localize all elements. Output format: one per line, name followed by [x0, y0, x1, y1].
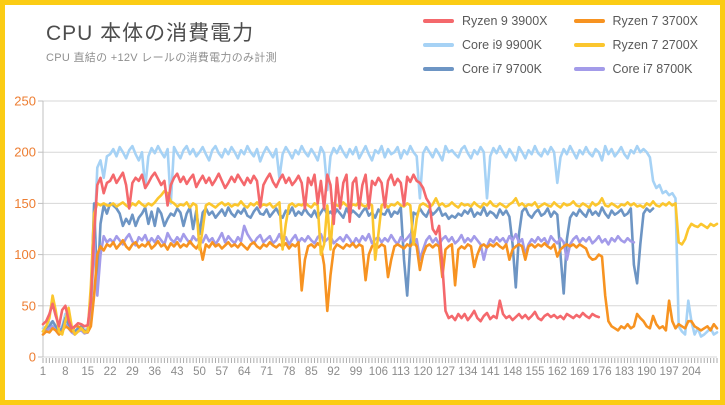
svg-text:29: 29 [126, 366, 139, 378]
svg-text:183: 183 [615, 366, 634, 378]
legend-item-ryzen9-3900x: Ryzen 9 3900X [423, 14, 548, 28]
svg-text:43: 43 [171, 366, 184, 378]
legend-label: Ryzen 7 2700X [612, 38, 698, 52]
legend-item-ryzen7-2700x: Ryzen 7 2700X [573, 38, 698, 52]
chart-title: CPU 本体の消費電力 [46, 22, 255, 45]
svg-text:15: 15 [81, 366, 94, 378]
legend-label: Ryzen 9 3900X [462, 14, 548, 28]
svg-text:162: 162 [548, 366, 567, 378]
svg-text:106: 106 [369, 366, 388, 378]
svg-text:1: 1 [40, 366, 46, 378]
legend-swatch-icon [573, 19, 605, 23]
svg-text:99: 99 [350, 366, 363, 378]
svg-text:190: 190 [637, 366, 656, 378]
legend-label: Ryzen 7 3700X [612, 14, 698, 28]
legend: Ryzen 9 3900X Ryzen 7 3700X Core i9 9900… [423, 14, 698, 76]
legend-item-core-i9-9900k: Core i9 9900K [423, 38, 547, 52]
svg-text:22: 22 [104, 366, 117, 378]
legend-item-ryzen7-3700x: Ryzen 7 3700X [573, 14, 698, 28]
svg-text:113: 113 [392, 366, 410, 378]
legend-swatch-icon [423, 43, 455, 47]
legend-label: Core i7 8700K [612, 62, 693, 76]
legend-swatch-icon [423, 19, 455, 23]
svg-text:0: 0 [29, 350, 36, 365]
svg-text:127: 127 [436, 366, 455, 378]
svg-text:50: 50 [22, 298, 36, 313]
svg-text:134: 134 [458, 366, 478, 378]
chart-subtitle: CPU 直結の +12V レールの消費電力のみ計測 [46, 52, 277, 65]
svg-text:71: 71 [260, 366, 273, 378]
legend-swatch-icon [573, 43, 605, 47]
svg-text:150: 150 [14, 196, 36, 211]
svg-text:200: 200 [14, 145, 36, 160]
svg-text:250: 250 [14, 94, 36, 109]
svg-text:64: 64 [238, 366, 251, 378]
svg-text:197: 197 [659, 366, 678, 378]
svg-text:8: 8 [62, 366, 68, 378]
svg-text:85: 85 [305, 366, 318, 378]
svg-text:141: 141 [481, 366, 500, 378]
svg-text:78: 78 [283, 366, 296, 378]
svg-text:176: 176 [592, 366, 611, 378]
svg-text:36: 36 [148, 366, 161, 378]
line-chart-plot: 0 50 100 150 200 250 1 8 15 22 29 36 43 50 57 64 71 78 85 9… [14, 94, 719, 378]
svg-text:50: 50 [193, 366, 206, 378]
svg-text:92: 92 [327, 366, 340, 378]
legend-item-core-i7-9700k: Core i7 9700K [423, 62, 547, 76]
svg-text:204: 204 [682, 366, 702, 378]
svg-text:100: 100 [14, 247, 36, 262]
svg-text:155: 155 [525, 366, 544, 378]
legend-swatch-icon [423, 67, 455, 71]
legend-item-core-i7-8700k: Core i7 8700K [573, 62, 698, 76]
legend-swatch-icon [573, 67, 605, 71]
svg-text:148: 148 [503, 366, 522, 378]
svg-text:169: 169 [570, 366, 589, 378]
legend-label: Core i9 9900K [462, 38, 542, 52]
svg-text:120: 120 [414, 366, 433, 378]
title-block: CPU 本体の消費電力 CPU 直結の +12V レールの消費電力のみ計測 [46, 22, 277, 65]
svg-text:57: 57 [215, 366, 228, 378]
legend-label: Core i7 9700K [462, 62, 542, 76]
